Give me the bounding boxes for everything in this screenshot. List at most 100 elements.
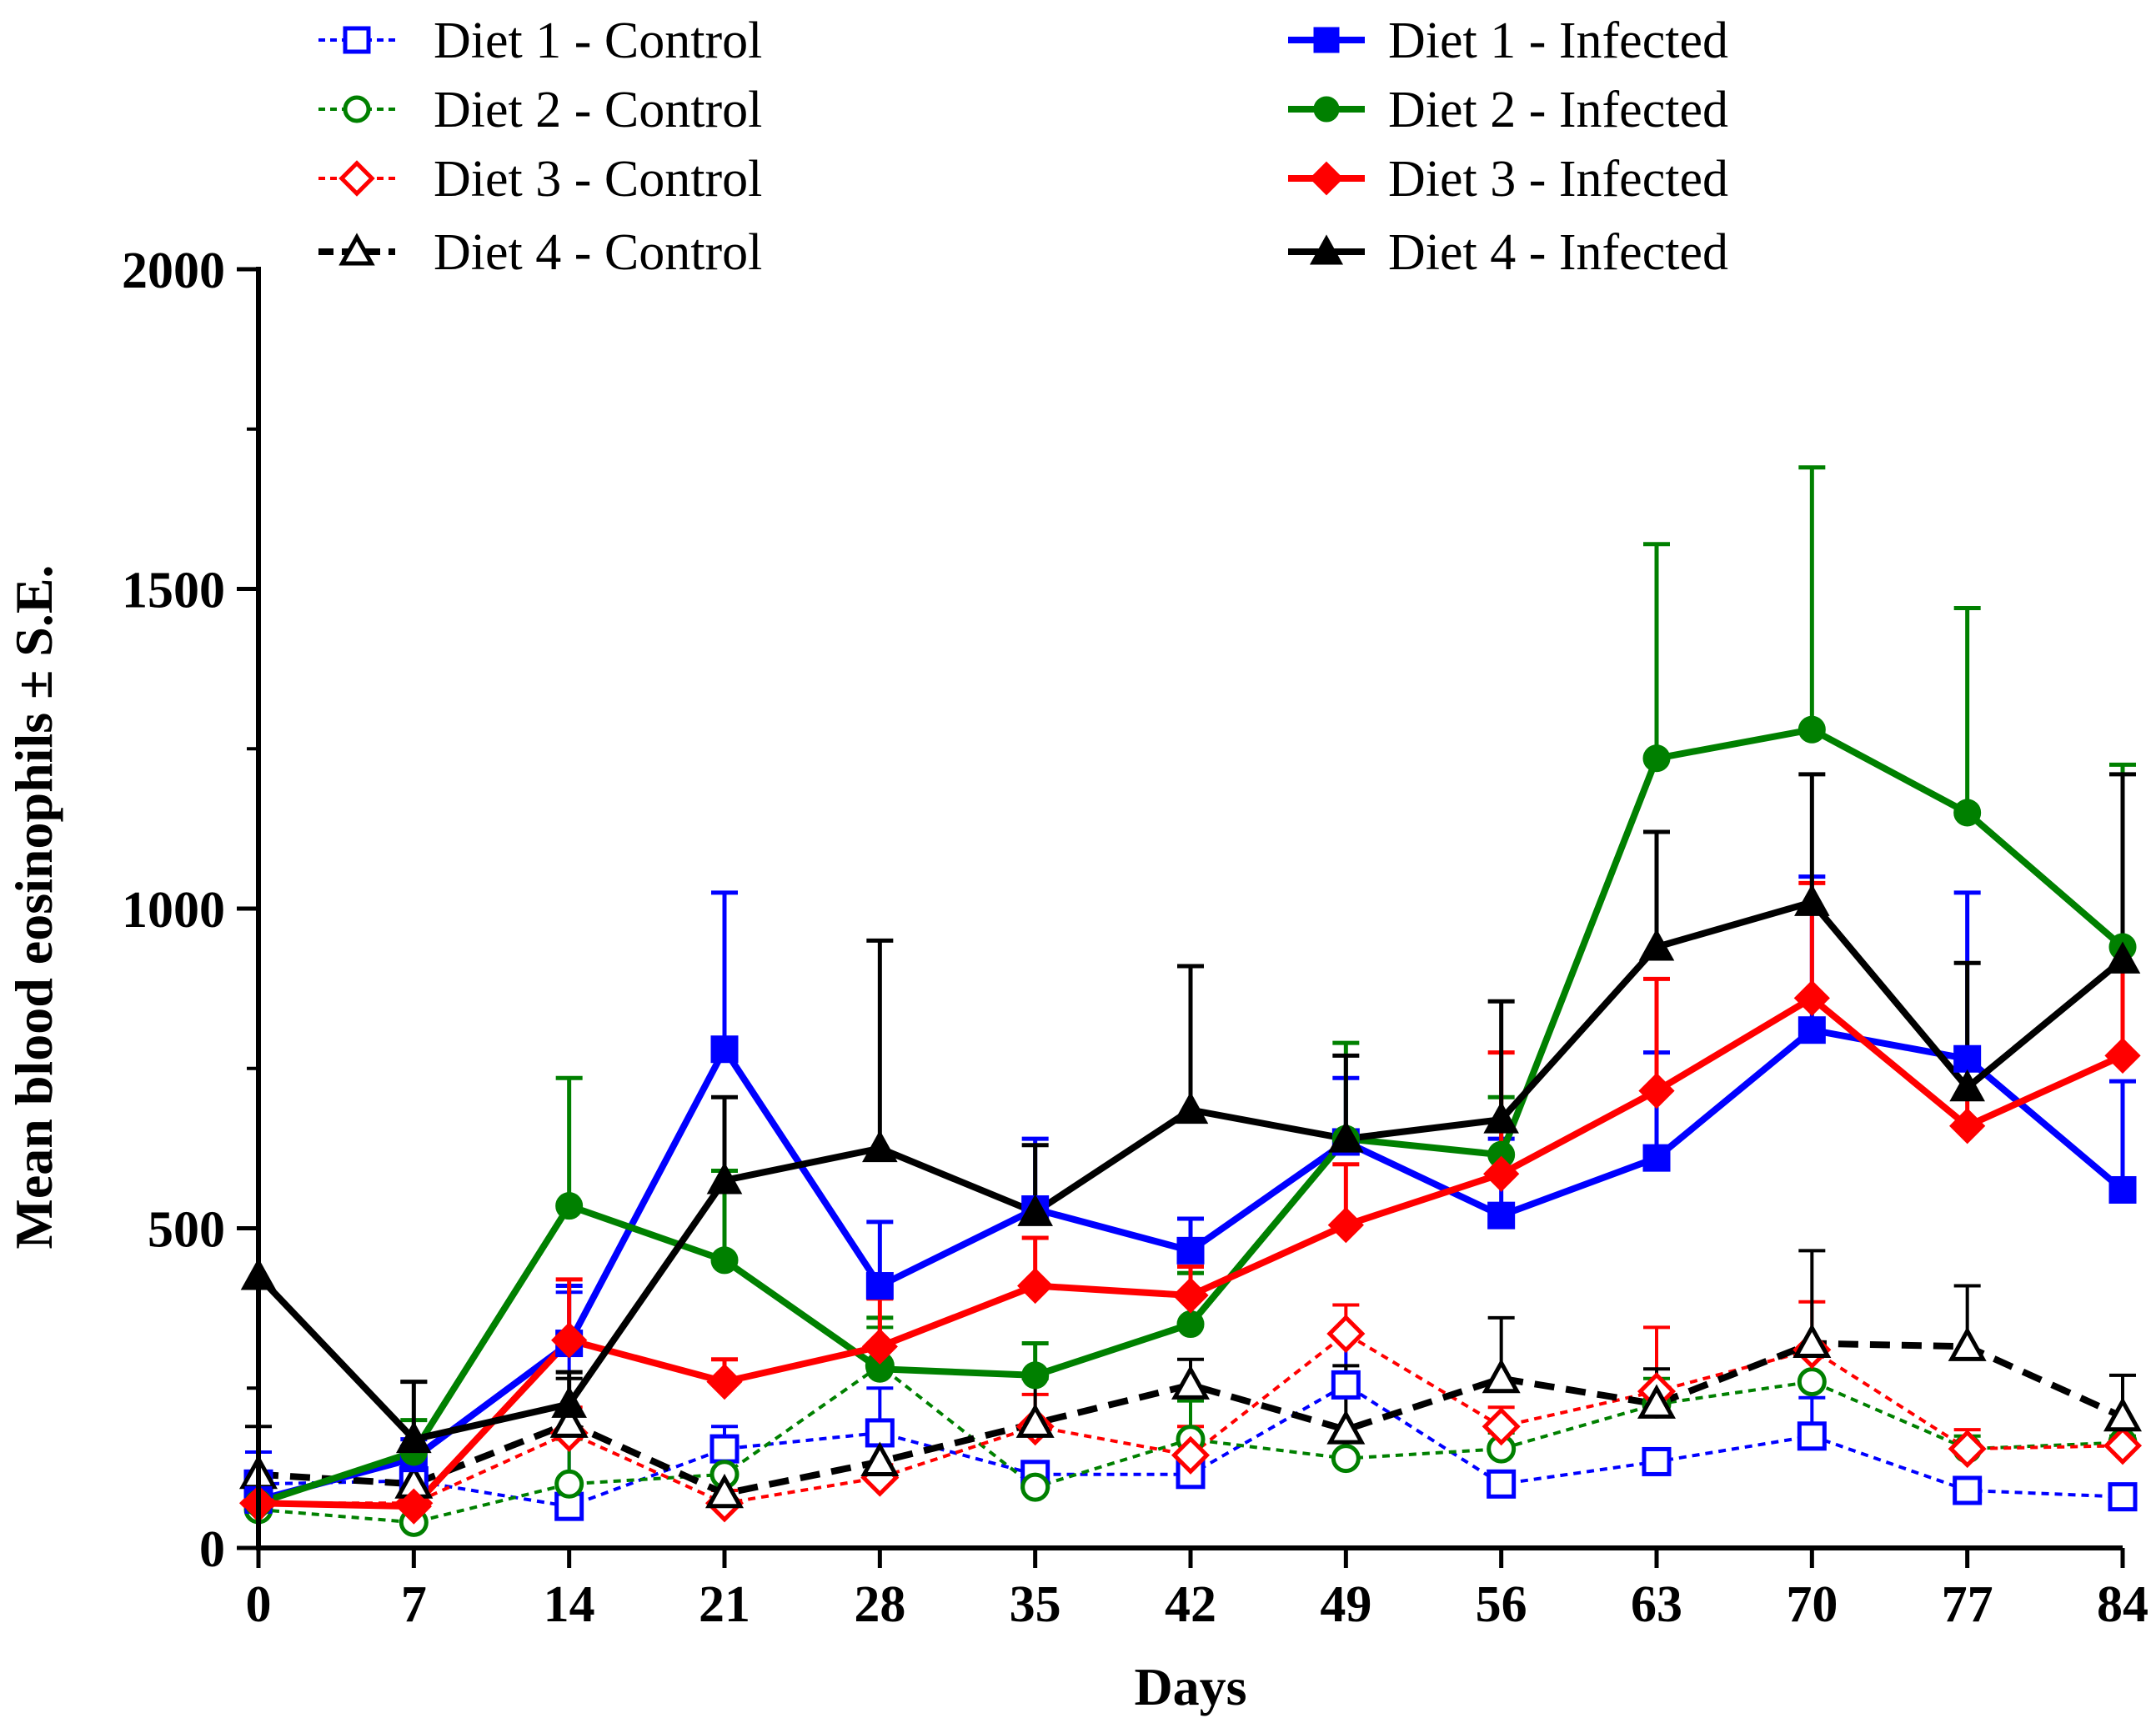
legend-label: Diet 3 - Control: [434, 151, 762, 208]
data-point: [1171, 1365, 1210, 1400]
data-point: [1953, 799, 1982, 827]
x-tick-label: 56: [1476, 1576, 1527, 1633]
x-tick-label: 77: [1942, 1576, 1993, 1633]
legend: Diet 1 - Control Diet 2 - Control Diet 3 -…: [318, 13, 1728, 281]
data-point: [2104, 1037, 2141, 1074]
data-point: [1948, 1430, 1987, 1469]
data-point: [1949, 1069, 1985, 1102]
x-tick-label: 21: [699, 1576, 750, 1633]
data-point: [865, 1272, 894, 1300]
legend-marker: [1309, 234, 1344, 265]
legend-label: Diet 1 - Infected: [1388, 13, 1728, 69]
legend-marker: [338, 160, 375, 197]
data-point: [2103, 1426, 2143, 1465]
error-bar-layer: [245, 465, 2136, 1523]
data-point: [1017, 1267, 1054, 1305]
legend-label: Diet 3 - Infected: [1388, 151, 1728, 208]
y-tick-label: 1000: [122, 882, 225, 939]
y-tick-label: 500: [148, 1202, 225, 1259]
legend-label: Diet 4 - Infected: [1388, 224, 1728, 281]
data-point: [395, 1488, 432, 1525]
data-point: [1482, 1358, 1521, 1394]
data-point: [1172, 1277, 1209, 1314]
data-point: [1792, 1323, 1832, 1359]
x-tick-label: 42: [1165, 1576, 1216, 1633]
data-point: [1021, 1361, 1050, 1390]
x-tick-label: 0: [246, 1576, 272, 1633]
data-point: [1015, 1403, 1055, 1438]
data-point: [1953, 1475, 1983, 1505]
data-point: [1642, 1446, 1672, 1476]
legend-marker: [1313, 96, 1340, 123]
data-point: [1793, 979, 1830, 1017]
data-point: [2103, 1396, 2142, 1432]
legend-marker: [338, 233, 375, 266]
tick-layer: 0 7 14 21 28 35 42 49 56 63 70 77 84 0 500 1000 1500 2000: [122, 243, 2148, 1633]
data-point: [710, 1246, 739, 1275]
data-point: [862, 1129, 898, 1163]
data-point: [1638, 929, 1675, 961]
x-tick-label: 70: [1786, 1576, 1838, 1633]
data-point: [555, 1192, 584, 1220]
x-tick-label: 28: [854, 1576, 905, 1633]
data-point: [1483, 1101, 1519, 1134]
legend-item: Diet 1 - Infected: [1288, 13, 1728, 69]
data-point: [865, 1418, 895, 1448]
legend-item: Diet 4 - Control: [318, 224, 762, 281]
legend-label: Diet 2 - Control: [434, 82, 762, 138]
y-axis-title: Mean blood eosinophils ± S.E.: [4, 564, 63, 1249]
data-point: [1328, 1120, 1364, 1153]
legend-marker: [1313, 27, 1340, 53]
data-point: [1017, 1194, 1053, 1226]
data-point: [1948, 1326, 1987, 1361]
data-point: [706, 1363, 743, 1400]
legend-item: Diet 1 - Control: [318, 13, 762, 69]
data-point: [1953, 1044, 1982, 1073]
x-tick-label: 14: [544, 1576, 595, 1633]
data-point: [549, 1403, 589, 1438]
data-point: [1326, 1315, 1366, 1354]
data-point: [1487, 1201, 1516, 1230]
data-point: [1637, 1384, 1676, 1419]
x-tick-label: 7: [401, 1576, 427, 1633]
data-point: [554, 1491, 584, 1521]
data-point: [1642, 1144, 1671, 1172]
data-point: [709, 1434, 740, 1464]
legend-label: Diet 2 - Infected: [1388, 82, 1728, 138]
data-point: [1483, 1155, 1520, 1192]
legend-marker: [343, 26, 371, 54]
data-point: [1176, 1310, 1205, 1339]
data-point: [1482, 1407, 1521, 1446]
data-point: [1642, 744, 1671, 773]
x-tick-label: 84: [2097, 1576, 2148, 1633]
y-tick-label: 1500: [122, 563, 225, 619]
legend-marker: [1309, 161, 1344, 196]
x-tick-label: 63: [1631, 1576, 1682, 1633]
data-point: [1638, 1072, 1675, 1109]
data-point: [1020, 1472, 1050, 1502]
data-point: [396, 1420, 432, 1454]
legend-label: Diet 1 - Control: [434, 13, 762, 69]
y-tick-label: 0: [199, 1521, 225, 1578]
data-point: [1798, 1016, 1826, 1044]
data-point: [1794, 884, 1830, 916]
data-point: [1326, 1410, 1366, 1445]
data-point: [1172, 1091, 1209, 1124]
data-point: [2108, 1175, 2137, 1204]
data-point: [1487, 1469, 1517, 1499]
data-point: [2108, 1482, 2138, 1512]
data-point: [1798, 715, 1826, 744]
legend-marker: [343, 95, 371, 123]
legend-label: Diet 4 - Control: [434, 224, 762, 281]
legend-item: Diet 3 - Control: [318, 151, 762, 208]
data-point: [860, 1441, 900, 1476]
data-point: [705, 1473, 744, 1509]
data-point: [1176, 1236, 1205, 1265]
data-point: [1797, 1367, 1827, 1397]
legend-item: Diet 2 - Control: [318, 82, 762, 138]
x-axis-title: Days: [1134, 1657, 1246, 1716]
data-point: [1327, 1207, 1364, 1244]
data-point: [1331, 1370, 1361, 1400]
data-point: [710, 1035, 739, 1064]
